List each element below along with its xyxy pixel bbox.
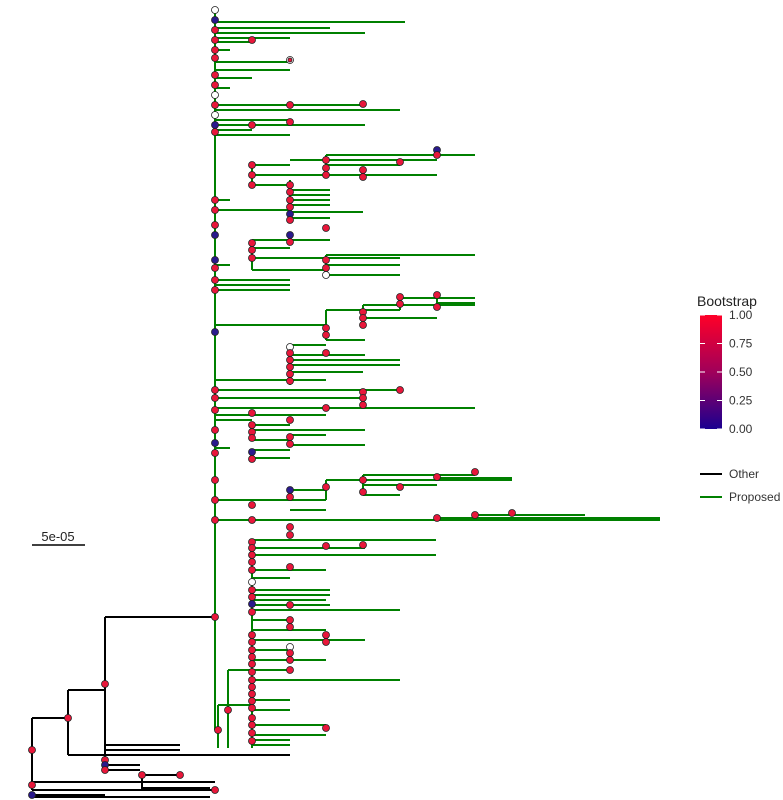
scale-bar: 5e-05 [32,529,85,546]
bootstrap-tick-label: 0.50 [729,365,753,379]
bootstrap-nodes [28,6,516,799]
bootstrap-color-bar [700,315,722,429]
other-clade [31,616,290,798]
bootstrap-tick-label: 0.25 [729,394,753,408]
bootstrap-tick-label: 0.00 [729,422,753,436]
bootstrap-tick-label: 1.00 [729,308,753,322]
bootstrap-tick-label: 0.75 [729,337,753,351]
legend-other-label: Other [729,467,759,481]
group-legend: Other Proposed [700,467,780,504]
scale-bar-label: 5e-05 [41,529,74,544]
bootstrap-legend-title: Bootstrap [697,293,757,309]
proposed-clade [214,10,660,748]
legend-proposed-label: Proposed [729,490,780,504]
bootstrap-legend: Bootstrap 1.00 0.75 0.50 0.25 0.00 [697,293,757,436]
